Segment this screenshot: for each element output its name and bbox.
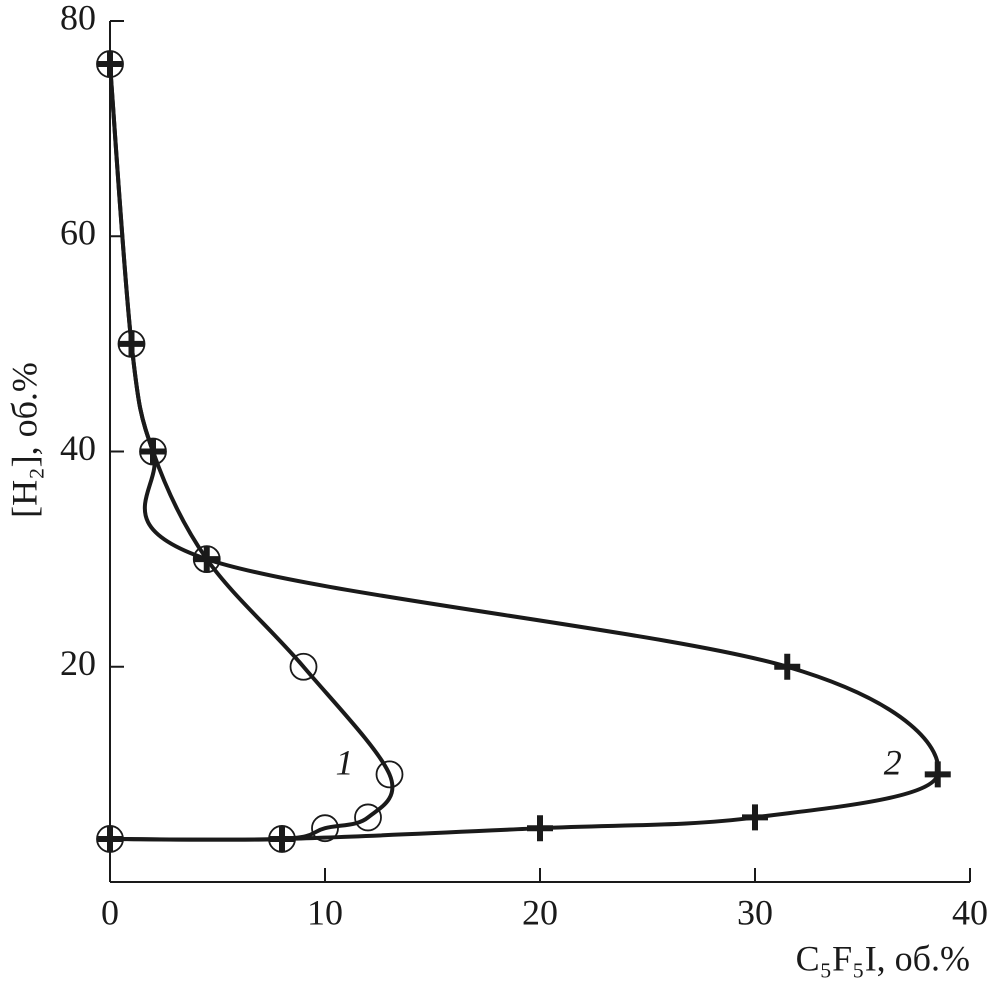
x-axis-label: C₅F₅I, об.%	[796, 938, 970, 978]
point	[924, 761, 951, 788]
x-tick-label: 40	[952, 892, 988, 932]
x-tick-label: 0	[101, 892, 119, 932]
point	[311, 814, 339, 843]
y-tick-label: 40	[60, 428, 96, 468]
point	[118, 330, 145, 357]
series-line	[108, 63, 941, 842]
point	[269, 825, 295, 852]
point	[527, 815, 553, 842]
point	[354, 803, 382, 832]
x-tick-label: 10	[307, 892, 343, 932]
point	[289, 652, 318, 681]
x-tick-label: 30	[737, 892, 773, 932]
point	[375, 760, 404, 789]
point	[742, 804, 768, 831]
point	[193, 546, 220, 573]
x-tick-label: 20	[522, 892, 558, 932]
point	[97, 51, 123, 78]
point	[140, 438, 166, 465]
y-axis-label: [H₂], об.%	[4, 362, 44, 518]
curve-label: 1	[336, 743, 354, 783]
point	[774, 653, 801, 680]
y-tick-label: 80	[60, 0, 96, 37]
point	[97, 825, 123, 852]
y-tick-label: 60	[60, 213, 96, 253]
curve-label: 2	[884, 743, 902, 783]
y-tick-label: 20	[60, 643, 96, 683]
